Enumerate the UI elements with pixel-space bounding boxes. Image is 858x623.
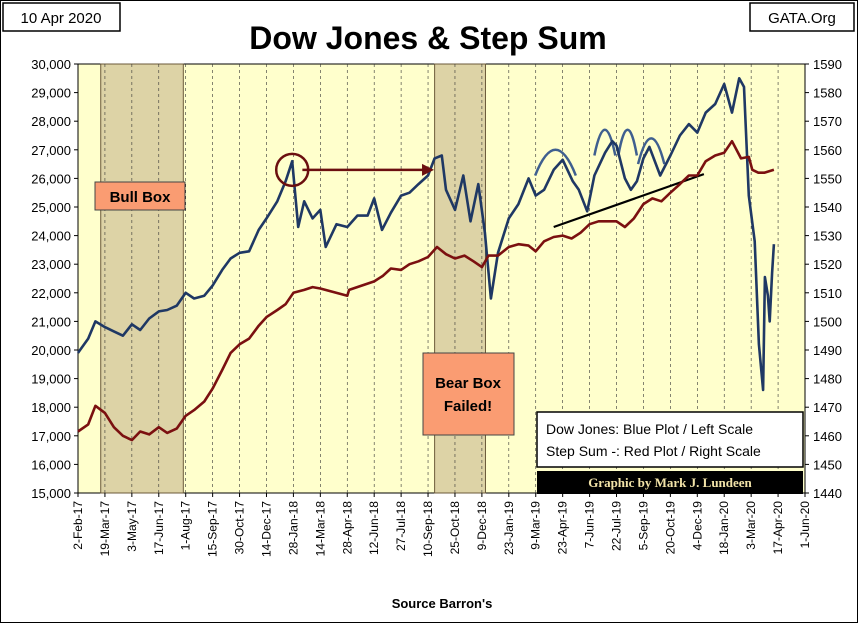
y-right-tick-label: 1580 xyxy=(813,86,842,101)
x-tick-label: 20-Oct-19 xyxy=(663,501,677,555)
y-right-tick-label: 1480 xyxy=(813,372,842,387)
series-line-dow-jones xyxy=(76,77,776,392)
y-left-tick-label: 24,000 xyxy=(31,229,71,244)
y-right-tick-label: 1520 xyxy=(813,257,842,272)
y-left-tick-label: 25,000 xyxy=(31,200,71,215)
arch-annotation xyxy=(533,148,577,176)
y-right-tick-label: 1450 xyxy=(813,457,842,472)
y-left-tick-label: 27,000 xyxy=(31,143,71,158)
arch-annotation xyxy=(617,128,639,156)
y-right-tick-label: 1560 xyxy=(813,143,842,158)
chart-title: Dow Jones & Step Sum xyxy=(249,20,606,56)
x-tick-label: 28-Jan-18 xyxy=(286,501,300,555)
x-tick-label: 10-Sep-18 xyxy=(421,501,435,557)
source-badge: GATA.Org xyxy=(768,10,836,27)
y-left-tick-label: 18,000 xyxy=(31,400,71,415)
y-right-tick-label: 1490 xyxy=(813,343,842,358)
x-tick-label: 17-Apr-20 xyxy=(771,501,785,555)
x-tick-label: 18-Jan-20 xyxy=(717,501,731,555)
bear-box-label-box xyxy=(422,352,515,436)
x-tick-label: 27-Jul-18 xyxy=(394,501,408,551)
x-tick-label: 3-May-17 xyxy=(125,501,139,552)
x-tick-label: 19-Mar-17 xyxy=(98,501,112,557)
date-badge: 10 Apr 2020 xyxy=(21,10,102,27)
arch-annotation xyxy=(636,137,666,165)
legend-line-2: Step Sum -: Red Plot / Right Scale xyxy=(546,443,761,459)
annotations xyxy=(533,128,705,229)
credit-bar xyxy=(537,471,803,494)
bull-box-label: Bull Box xyxy=(110,189,171,206)
x-tick-label: 15-Sep-17 xyxy=(206,501,220,557)
bull-box xyxy=(100,63,184,494)
x-tick-label: 25-Oct-18 xyxy=(448,501,462,555)
y-right-tick-label: 1570 xyxy=(813,114,842,129)
y-right-tick-label: 1470 xyxy=(813,400,842,415)
y-left-tick-label: 29,000 xyxy=(31,86,71,101)
axes: 2-Feb-17 19-Mar-17 3-May-17 17-Jun-17 1-Aug-… xyxy=(31,57,842,557)
y-left-tick-label: 26,000 xyxy=(31,171,71,186)
y-right-tick-label: 1500 xyxy=(813,314,842,329)
arch-annotation xyxy=(593,128,617,156)
arrow-head xyxy=(422,163,435,176)
x-tick-label: 1-Jun-20 xyxy=(798,501,812,549)
y-left-tick-label: 22,000 xyxy=(31,286,71,301)
bull-box-label-box xyxy=(94,181,186,211)
series-lines xyxy=(76,77,776,442)
y-right-tick-label: 1510 xyxy=(813,286,842,301)
y-left-tick-label: 23,000 xyxy=(31,257,71,272)
y-left-tick-label: 16,000 xyxy=(31,457,71,472)
x-tick-label: 3-Mar-20 xyxy=(744,501,758,550)
x-tick-label: 30-Oct-17 xyxy=(233,501,247,555)
y-right-tick-label: 1460 xyxy=(813,429,842,444)
x-tick-label: 1-Aug-17 xyxy=(179,501,193,551)
legend-line-1: Dow Jones: Blue Plot / Left Scale xyxy=(546,421,753,437)
source-badge-box xyxy=(749,2,855,32)
y-left-tick-label: 19,000 xyxy=(31,372,71,387)
x-tick-label: 5-Sep-19 xyxy=(636,501,650,551)
x-tick-label: 2-Feb-17 xyxy=(71,501,85,550)
y-left-tick-label: 15,000 xyxy=(31,486,71,501)
y-right-tick-label: 1590 xyxy=(813,57,842,72)
x-axis-label: Source Barron's xyxy=(392,596,493,611)
x-tick-label: 7-Jun-19 xyxy=(583,501,597,549)
x-tick-label: 28-Apr-18 xyxy=(340,501,354,555)
bear-box-label-line2: Failed! xyxy=(444,398,492,415)
x-tick-label: 9-Mar-19 xyxy=(529,501,543,550)
y-right-tick-label: 1550 xyxy=(813,171,842,186)
date-badge-box xyxy=(2,2,121,32)
y-right-tick-label: 1530 xyxy=(813,229,842,244)
legend-box xyxy=(536,411,804,468)
y-right-tick-label: 1440 xyxy=(813,486,842,501)
y-left-tick-label: 20,000 xyxy=(31,343,71,358)
x-tick-label: 12-Jun-18 xyxy=(367,501,381,555)
x-tick-label: 23-Apr-19 xyxy=(556,501,570,555)
y-left-tick-label: 17,000 xyxy=(31,429,71,444)
bear-box-label-line1: Bear Box xyxy=(435,375,502,392)
y-right-tick-label: 1540 xyxy=(813,200,842,215)
x-tick-label: 9-Dec-18 xyxy=(475,501,489,551)
series-line-step-sum xyxy=(77,139,775,442)
trendline xyxy=(553,173,705,229)
y-left-tick-label: 28,000 xyxy=(31,114,71,129)
x-tick-label: 14-Mar-18 xyxy=(313,501,327,557)
x-tick-label: 22-Jul-19 xyxy=(610,501,624,551)
x-tick-label: 23-Jan-19 xyxy=(502,501,516,555)
x-tick-label: 17-Jun-17 xyxy=(152,501,166,555)
y-left-tick-label: 30,000 xyxy=(31,57,71,72)
y-left-tick-label: 21,000 xyxy=(31,314,71,329)
x-tick-label: 14-Dec-17 xyxy=(259,501,273,557)
x-tick-label: 4-Dec-19 xyxy=(690,501,704,551)
credit-text: Graphic by Mark J. Lundeen xyxy=(588,475,752,490)
